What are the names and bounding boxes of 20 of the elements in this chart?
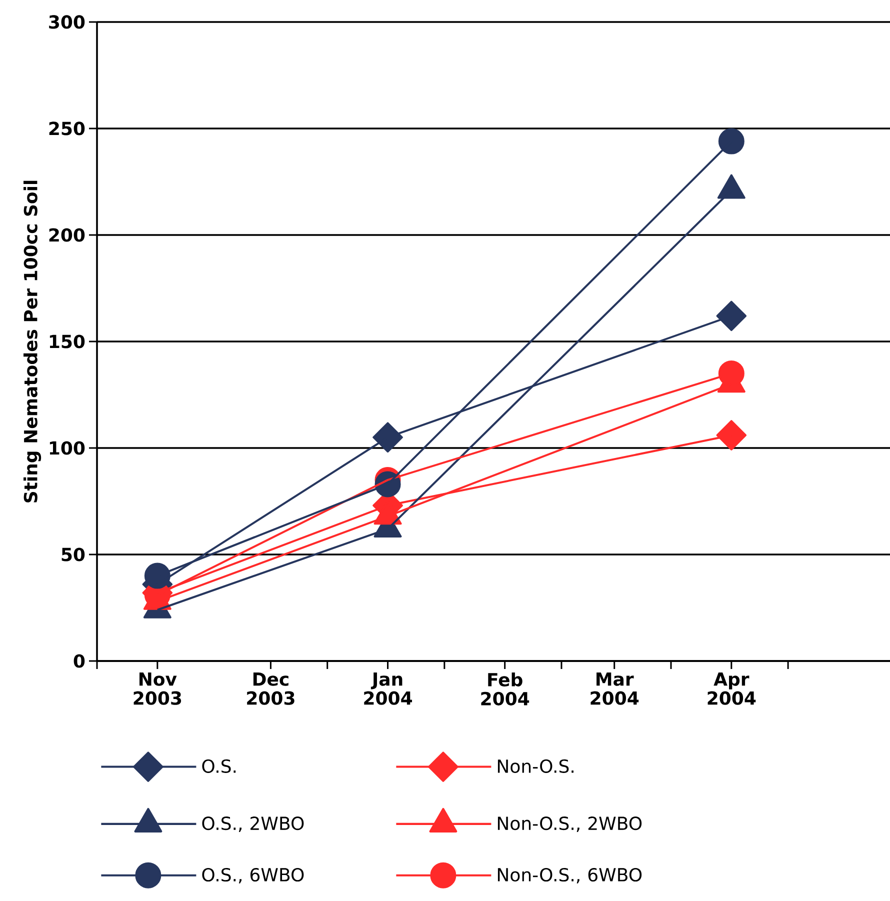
y-tick-label: 100 — [50, 441, 85, 455]
x-tick-label: Nov 2003 — [134, 672, 182, 705]
y-tick-label: 50 — [62, 548, 85, 562]
x-tick-label: Feb 2004 — [481, 672, 530, 706]
legend-label: O.S., 6WBO — [202, 868, 304, 884]
y-tick-label: 150 — [50, 334, 85, 348]
y-tick-label: 250 — [49, 122, 85, 136]
x-tick-label: Dec 2003 — [247, 672, 294, 705]
y-tick-label: 200 — [49, 228, 85, 242]
x-tick-label: Mar 2004 — [590, 672, 639, 705]
legend-label: Non-O.S., 6WBO — [498, 868, 642, 884]
y-axis-title: Sting Nematodes Per 100cc Soil — [24, 180, 42, 502]
legend-label: Non-O.S., 2WBO — [498, 816, 642, 832]
legend-label: O.S., 2WBO — [202, 816, 304, 832]
y-tick-label: 0 — [74, 654, 85, 668]
y-tick-label: 300 — [49, 15, 85, 29]
legend-label: Non-O.S. — [498, 759, 574, 773]
x-tick-label: Jan 2004 — [364, 672, 412, 705]
legend-label: O.S. — [202, 759, 236, 773]
x-tick-label: Apr 2004 — [708, 672, 756, 705]
